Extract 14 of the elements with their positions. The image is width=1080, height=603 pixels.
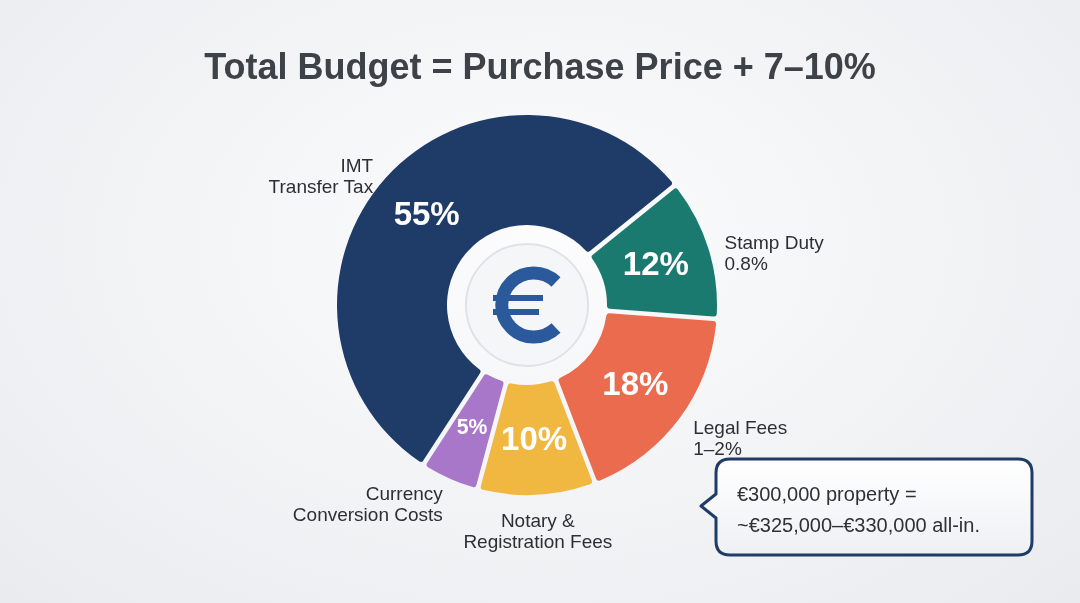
chart-title: Total Budget = Purchase Price + 7–10% bbox=[203, 45, 877, 89]
data-label: 10% bbox=[501, 419, 568, 457]
slice-label: Currency Conversion Costs bbox=[292, 483, 444, 526]
data-label: 55% bbox=[393, 194, 460, 232]
slice-label: Stamp Duty 0.8% bbox=[724, 232, 825, 275]
text: €300,000 property = ~€325,000–€330,000 all-in. bbox=[737, 482, 980, 538]
data-label: 5% bbox=[456, 415, 488, 439]
data-label: 12% bbox=[622, 244, 689, 282]
data-label: 18% bbox=[602, 365, 669, 403]
slice-label: Legal Fees 1–2% bbox=[693, 417, 788, 460]
slice-label: IMT Transfer Tax bbox=[268, 155, 374, 198]
donut-slice bbox=[426, 374, 504, 488]
donut-slice bbox=[591, 188, 717, 317]
slice-label: Notary & Registration Fees bbox=[463, 509, 613, 552]
